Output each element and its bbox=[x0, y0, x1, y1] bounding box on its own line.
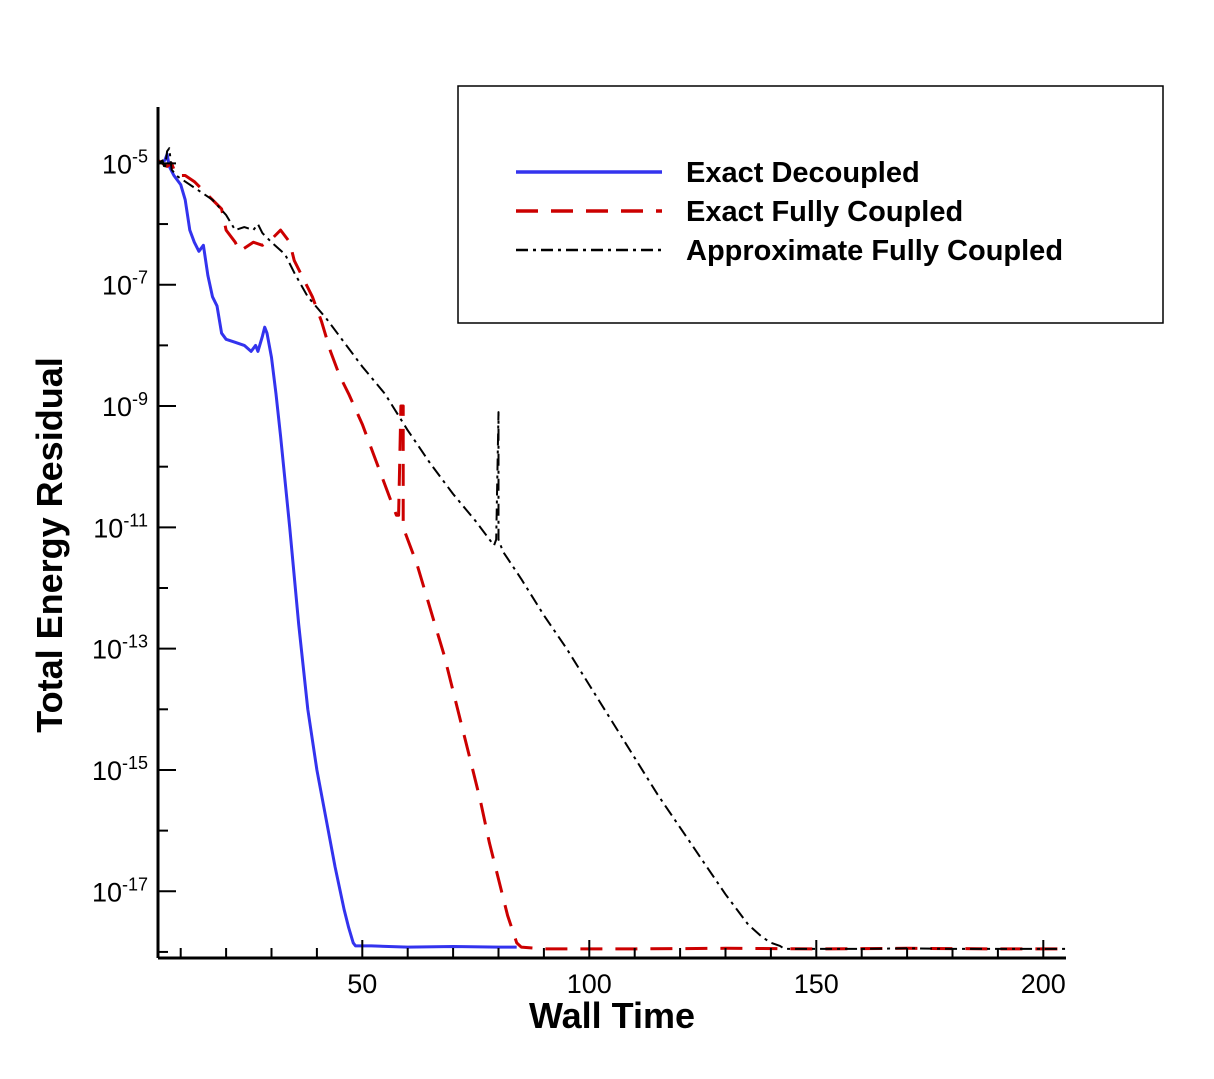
legend: Exact Decoupled Exact Fully Coupled Approx… bbox=[457, 85, 1164, 324]
x-tick-label: 200 bbox=[1021, 969, 1066, 999]
plot-lines bbox=[157, 147, 1066, 951]
x-tick-label: 100 bbox=[567, 969, 612, 999]
y-tick-exponent: -17 bbox=[122, 874, 148, 894]
y-tick-exponent: -9 bbox=[132, 389, 148, 409]
y-tick-label: 10-15 bbox=[92, 753, 148, 786]
y-tick-base: 10 bbox=[102, 149, 132, 179]
legend-box bbox=[457, 85, 1164, 324]
y-tick-label: 10-9 bbox=[102, 389, 148, 422]
y-tick-label: 10-13 bbox=[92, 632, 148, 665]
x-tick-labels: 50 100 150 200 bbox=[347, 969, 1066, 999]
legend-label-2: Exact Fully Coupled bbox=[686, 196, 963, 228]
y-axis-title: Total Energy Residual bbox=[29, 357, 70, 732]
x-tick-label: 50 bbox=[347, 969, 377, 999]
y-tick-exponent: -11 bbox=[123, 510, 148, 530]
y-tick-exponent: -15 bbox=[122, 753, 148, 773]
x-tick-label: 150 bbox=[794, 969, 839, 999]
y-tick-base: 10 bbox=[92, 877, 122, 907]
y-tick-label: 10-11 bbox=[93, 510, 148, 543]
y-tick-base: 10 bbox=[102, 392, 132, 422]
y-tick-base: 10 bbox=[93, 513, 123, 543]
y-tick-label: 10-7 bbox=[102, 268, 148, 301]
y-tick-exponent: -7 bbox=[132, 268, 148, 288]
legend-label-1: Exact Decoupled bbox=[686, 157, 920, 189]
series-line-2 bbox=[157, 159, 1066, 951]
x-axis-title: Wall Time bbox=[529, 995, 695, 1036]
y-tick-base: 10 bbox=[102, 271, 132, 301]
axes bbox=[156, 107, 1066, 960]
y-tick-base: 10 bbox=[92, 635, 122, 665]
legend-label-3: Approximate Fully Coupled bbox=[686, 235, 1063, 267]
series-line-1 bbox=[157, 152, 517, 949]
y-tick-label: 10-5 bbox=[102, 146, 148, 179]
y-tick-exponent: -5 bbox=[132, 146, 148, 166]
y-tick-exponent: -13 bbox=[122, 632, 148, 652]
series-line-3 bbox=[157, 147, 1066, 950]
y-tick-label: 10-17 bbox=[92, 874, 148, 907]
y-tick-base: 10 bbox=[92, 756, 122, 786]
